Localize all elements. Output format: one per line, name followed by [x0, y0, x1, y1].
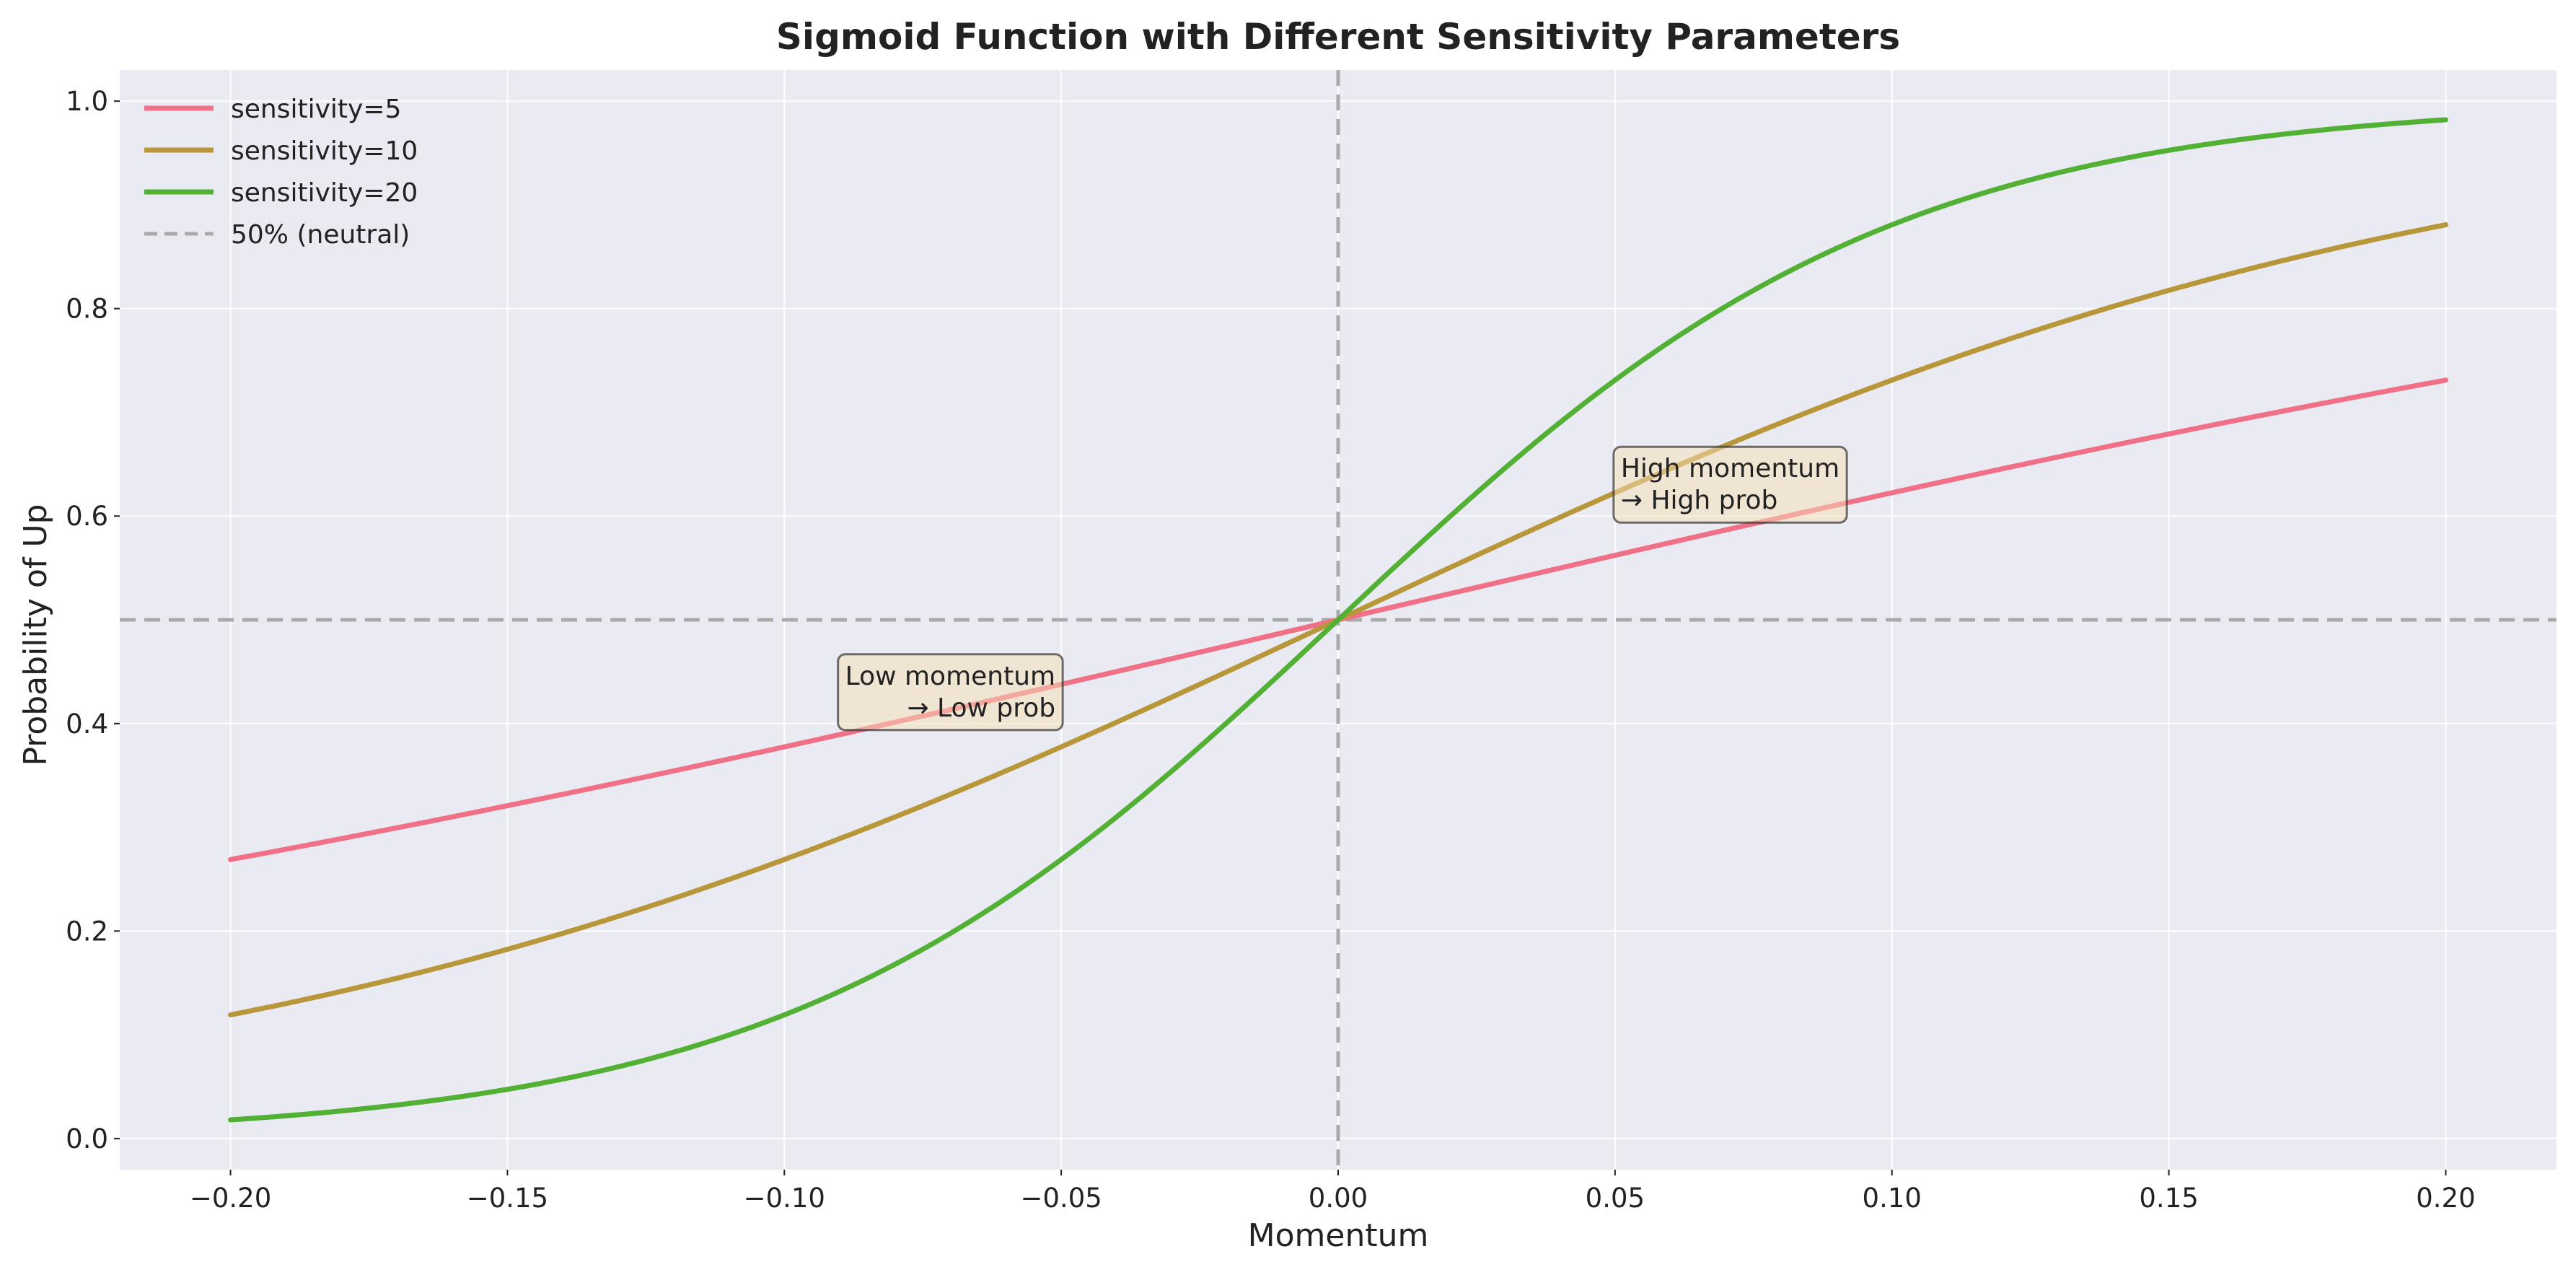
annotation-1: Low momentum→ Low prob [837, 653, 1064, 732]
legend-entry-4: 50% (neutral) [144, 220, 410, 250]
y-tick-label: 0.2 [66, 916, 108, 947]
x-axis-ticks: −0.20 −0.15 −0.10 −0.05 0.00 0.05 0.10 0.15 0.20 [190, 1170, 2476, 1214]
legend-entry-1: sensitivity=5 [144, 95, 401, 124]
annotation-box [837, 653, 1064, 732]
annotation-2: High momentum → High prob [1612, 445, 1848, 524]
annotation-text: → High prob [1621, 486, 1778, 515]
annotation-box [1612, 445, 1848, 524]
y-tick-label: 0.4 [66, 709, 108, 740]
x-tick-label: 0.05 [1586, 1183, 1645, 1214]
y-tick-label: 1.0 [66, 86, 108, 117]
x-tick-label: 0.20 [2416, 1183, 2475, 1214]
x-tick-label: −0.10 [744, 1183, 825, 1214]
legend-entry-3: sensitivity=20 [144, 178, 418, 208]
series-line-3 [228, 117, 2448, 1123]
series-lines [228, 117, 2448, 1123]
x-axis-label: Momentum [1248, 1217, 1429, 1254]
x-tick-label: −0.20 [190, 1183, 271, 1214]
x-tick-label: 0.10 [1863, 1183, 1922, 1214]
y-axis-label: Probability of Up [17, 504, 54, 766]
plot-area: Low momentum→ Low prob High momentum → Hig… [120, 70, 2557, 1170]
annotations: Low momentum→ Low prob High momentum → Hig… [837, 445, 1848, 732]
y-tick-label: 0.6 [66, 501, 108, 532]
annotation-text: High momentum [1621, 454, 1839, 483]
chart-title: Sigmoid Function with Different Sensitiv… [776, 16, 1900, 58]
x-tick-label: 0.15 [2139, 1183, 2198, 1214]
y-tick-label: 0.0 [66, 1123, 108, 1154]
y-tick-label: 0.8 [66, 294, 108, 325]
x-tick-label: −0.15 [467, 1183, 548, 1214]
annotation-text: → Low prob [907, 693, 1055, 723]
legend-label: sensitivity=10 [231, 136, 418, 166]
legend-label: sensitivity=5 [231, 95, 401, 124]
legend-label: sensitivity=20 [231, 178, 418, 208]
x-tick-label: −0.05 [1020, 1183, 1102, 1214]
legend: sensitivity=5 sensitivity=10 sensitivity=2… [144, 95, 418, 250]
legend-entry-2: sensitivity=10 [144, 136, 418, 166]
y-axis-ticks: 0.0 0.2 0.4 0.6 0.8 1.0 [66, 86, 120, 1154]
legend-label: 50% (neutral) [231, 220, 410, 250]
annotation-text: Low momentum [845, 662, 1055, 691]
x-tick-label: 0.00 [1309, 1183, 1368, 1214]
